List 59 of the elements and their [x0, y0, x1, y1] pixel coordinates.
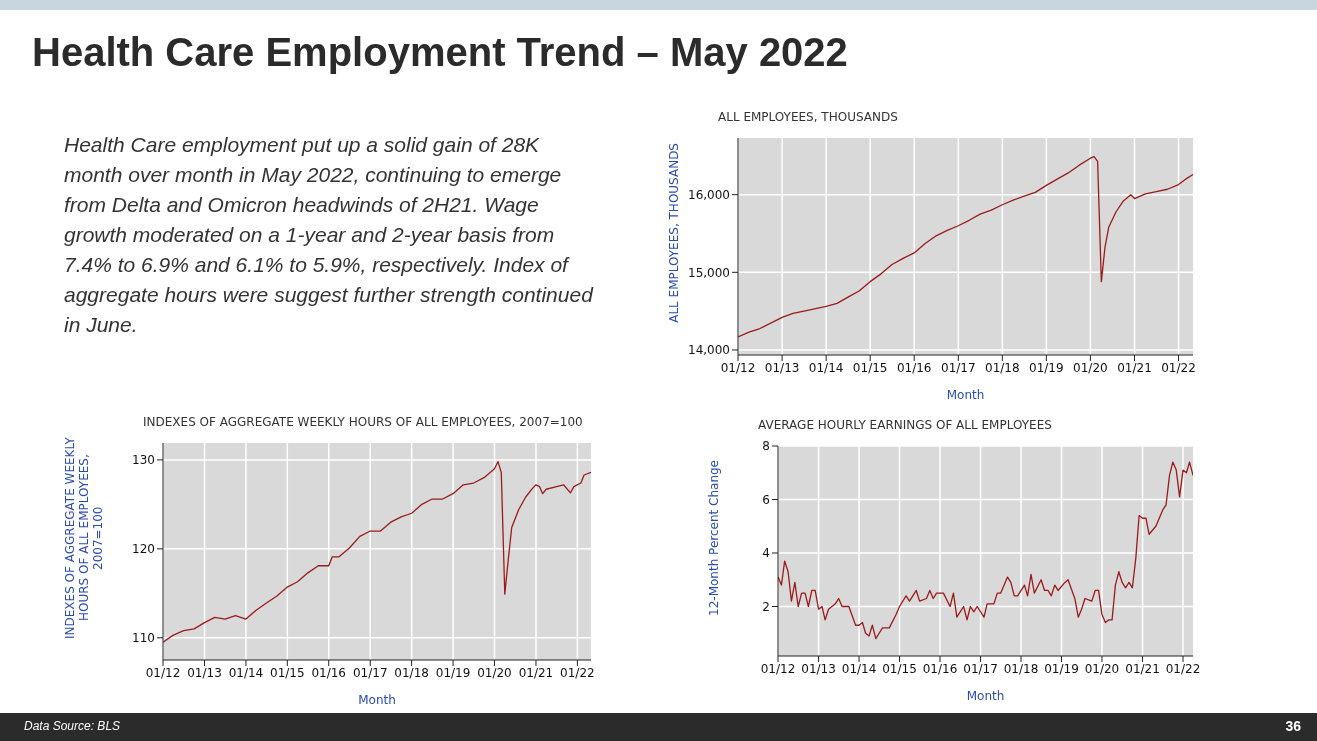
x-tick-label: 01/15	[852, 360, 888, 375]
y-tick-label: 120	[132, 542, 155, 557]
x-tick-label: 01/17	[963, 661, 998, 676]
x-tick-label: 01/14	[808, 360, 844, 375]
x-tick-label: 01/15	[270, 665, 305, 680]
x-tick-label: 01/21	[1117, 360, 1152, 375]
x-tick-label: 01/16	[311, 665, 347, 680]
x-tick-label: 01/20	[1084, 661, 1120, 676]
y-tick-label: 8	[762, 439, 770, 454]
x-tick-label: 01/21	[1125, 661, 1160, 676]
x-tick-label: 01/18	[985, 360, 1020, 375]
x-axis-title: Month	[965, 689, 1006, 703]
y-tick-label: 4	[762, 546, 770, 561]
x-tick-label: 01/19	[1044, 661, 1079, 676]
x-tick-label: 01/20	[477, 665, 512, 680]
y-tick-label: 2	[762, 599, 770, 614]
y-axis-title: INDEXES OF AGGREGATE WEEKLY HOURS OF ALL EMPLOYEES, 2007=100	[63, 437, 105, 639]
x-tick-label: 01/12	[145, 665, 181, 680]
chart-title: AVERAGE HOURLY EARNINGS OF ALL EMPLOYEES	[758, 418, 1052, 432]
x-tick-label: 01/22	[1165, 661, 1201, 676]
text: 36	[1285, 718, 1301, 734]
x-tick-label: 01/16	[922, 661, 958, 676]
x-axis-title: Month	[945, 388, 986, 402]
x-tick-label: 01/18	[1003, 661, 1039, 676]
chart-title: INDEXES OF AGGREGATE WEEKLY HOURS OF ALL EMPLOYEES, 2007=100	[143, 415, 583, 429]
x-tick-label: 01/12	[720, 360, 756, 375]
text: Health Care employment put up a solid gain of 28K month over month in May 2022, continuing to emerge from Delta and Omicron headwinds of 2H21. Wage growth moderated on a 1-year and 2-year basis from 7.4% to 6.9% and 6.1% to 5.9%, respectively. Index of aggregate hours were suggest further strength continued in June.	[64, 132, 594, 338]
x-tick-label: 01/22	[560, 665, 595, 680]
x-tick-label: 01/18	[394, 665, 429, 680]
x-tick-label: 01/22	[1161, 360, 1196, 375]
x-tick-label: 01/20	[1073, 360, 1108, 375]
line-series	[163, 461, 591, 643]
x-tick-label: 01/17	[352, 665, 388, 680]
y-tick-label: 15,000	[688, 265, 730, 280]
text: Health Care Employment Trend – May 2022	[32, 30, 848, 75]
y-tick-label: 16,000	[688, 187, 730, 202]
x-tick-label: 01/21	[518, 665, 554, 680]
x-axis-title: Month	[357, 693, 397, 707]
x-tick-label: 01/14	[841, 661, 877, 676]
x-tick-label: 01/13	[801, 661, 836, 676]
y-tick-label: 110	[132, 631, 155, 646]
x-tick-label: 01/14	[228, 665, 264, 680]
line-series	[738, 155, 1193, 338]
chart-title: ALL EMPLOYEES, THOUSANDS	[718, 110, 898, 124]
source-note: Data Source: BLS	[24, 719, 121, 733]
x-tick-label: 01/12	[760, 661, 796, 676]
x-tick-label: 01/15	[882, 661, 917, 676]
y-axis-title: 12-Month Percent Change	[707, 459, 721, 616]
x-tick-label: 01/17	[941, 360, 976, 375]
x-tick-label: 01/19	[435, 665, 471, 680]
x-tick-label: 01/13	[764, 360, 800, 375]
x-tick-label: 01/16	[896, 360, 932, 375]
y-tick-label: 6	[762, 492, 770, 507]
x-tick-label: 01/19	[1029, 360, 1064, 375]
line-series	[778, 461, 1193, 640]
y-axis-title: ALL EMPLOYEES, THOUSANDS	[667, 143, 681, 323]
y-tick-label: 130	[132, 453, 155, 468]
x-tick-label: 01/13	[187, 665, 222, 680]
y-tick-label: 14,000	[688, 343, 730, 358]
